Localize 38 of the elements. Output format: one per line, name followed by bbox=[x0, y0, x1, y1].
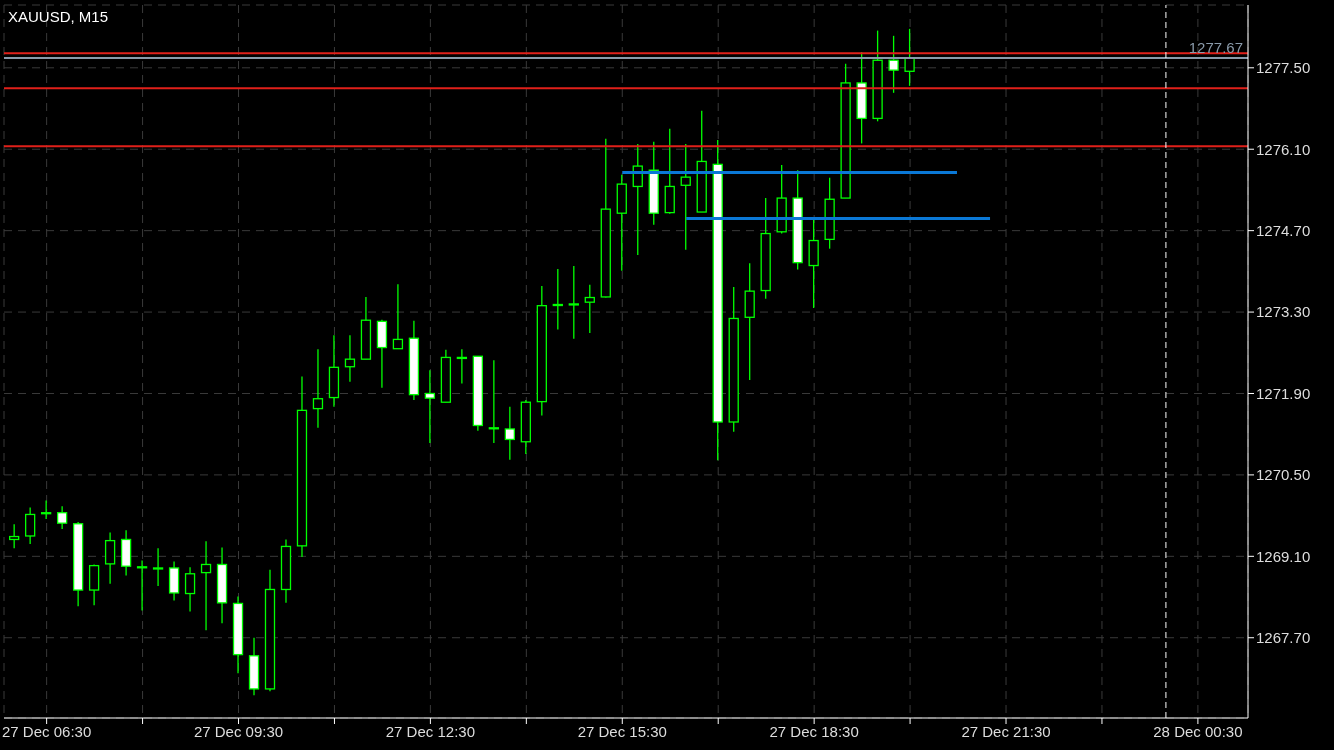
candlestick bbox=[488, 359, 500, 444]
candlestick bbox=[9, 523, 20, 549]
x-tick-label: 27 Dec 15:30 bbox=[577, 722, 667, 740]
candlestick bbox=[392, 283, 404, 350]
candlestick bbox=[552, 268, 563, 331]
y-tick-label: 1277.50 bbox=[1256, 59, 1311, 77]
x-tick-label: 27 Dec 12:30 bbox=[385, 722, 476, 740]
candlestick bbox=[136, 559, 148, 612]
x-tick-label: 28 Dec 00:30 bbox=[1153, 722, 1243, 740]
candlestick bbox=[200, 540, 212, 631]
y-tick-label: 1276.10 bbox=[1256, 140, 1311, 158]
y-tick-label: 1274.70 bbox=[1256, 221, 1311, 239]
y-tick-label: 1267.70 bbox=[1256, 629, 1311, 647]
candlestick bbox=[680, 143, 691, 251]
candlestick bbox=[456, 348, 468, 385]
ref-line-label: 1277.67 bbox=[1188, 38, 1243, 56]
candlestick bbox=[104, 531, 116, 585]
y-tick-label: 1270.50 bbox=[1256, 466, 1311, 484]
chart-title: XAUUSD, M15 bbox=[8, 8, 109, 25]
x-tick-label: 27 Dec 09:30 bbox=[193, 722, 284, 740]
x-tick-label: 27 Dec 06:30 bbox=[2, 722, 92, 740]
x-tick-label: 27 Dec 21:30 bbox=[961, 722, 1051, 740]
y-tick-label: 1273.30 bbox=[1256, 303, 1311, 321]
candlestick bbox=[584, 284, 595, 334]
candlestick bbox=[152, 547, 164, 587]
x-tick-label: 27 Dec 18:30 bbox=[769, 722, 859, 740]
candlestick bbox=[424, 369, 436, 444]
candlestick bbox=[888, 35, 899, 94]
candlestick bbox=[312, 348, 324, 429]
candlestick bbox=[184, 566, 196, 613]
candlestick bbox=[904, 28, 915, 87]
y-tick-label: 1271.90 bbox=[1256, 384, 1311, 402]
candlestick bbox=[40, 499, 52, 520]
candlestick bbox=[568, 265, 579, 340]
y-tick-label: 1269.10 bbox=[1256, 547, 1311, 565]
candlestick bbox=[504, 406, 515, 461]
candlestick bbox=[56, 505, 68, 530]
candlestick bbox=[25, 506, 36, 545]
